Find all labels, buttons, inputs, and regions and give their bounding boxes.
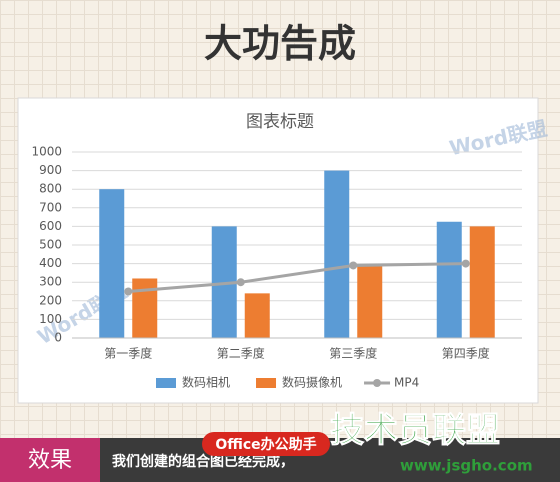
legend-swatch (156, 378, 176, 388)
line (128, 262, 466, 293)
badge (202, 432, 330, 456)
point (349, 261, 358, 270)
x-tick-label: 第四季度 (442, 346, 490, 361)
bar (324, 170, 350, 338)
x-tick-label: 第二季度 (217, 346, 265, 361)
x-tick-label: 第三季度 (329, 346, 377, 361)
bar (436, 221, 462, 338)
page-title: 大功告成 (204, 22, 356, 66)
y-tick-label: 800 (39, 182, 62, 196)
y-tick-label: 100 (39, 312, 62, 326)
bar (244, 293, 270, 338)
x-tick-label: 第一季度 (104, 346, 152, 361)
chart-title: 图表标题 (246, 112, 314, 132)
y-tick-label: 700 (39, 200, 62, 214)
logo-url: www.jsgho.com (400, 457, 533, 475)
legend-label: 数码摄像机 (282, 375, 342, 390)
bar (99, 189, 125, 338)
legend-swatch (373, 379, 382, 387)
y-tick-label: 300 (39, 275, 62, 289)
y-tick-label: 400 (39, 256, 62, 270)
footer-label: 效果 (28, 448, 72, 473)
y-tick-label: 1000 (31, 145, 62, 159)
y-tick-label: 900 (39, 163, 62, 177)
point (461, 259, 470, 268)
legend-swatch (256, 378, 277, 388)
badge-text: Office办公助手 (215, 436, 316, 453)
bar (132, 278, 158, 338)
y-tick-label: 500 (39, 238, 62, 252)
bar (469, 226, 495, 338)
point (236, 278, 245, 287)
y-tick-label: 200 (39, 293, 62, 307)
plot: 0 100 200 300 400 500 600 700 800 900 1000 第一季度 第二季度… (31, 145, 522, 390)
logo: 技术员联盟 (330, 411, 500, 451)
bar (357, 265, 383, 338)
footer-text: 我们创建的组合图已经完成， (112, 453, 294, 470)
legend-label: MP4 (394, 376, 419, 390)
legend-label: 数码相机 (182, 375, 230, 390)
y-tick-label: 600 (39, 219, 62, 233)
point (124, 287, 133, 296)
y-tick-label: 0 (54, 331, 62, 345)
footer-label-box (0, 438, 100, 482)
